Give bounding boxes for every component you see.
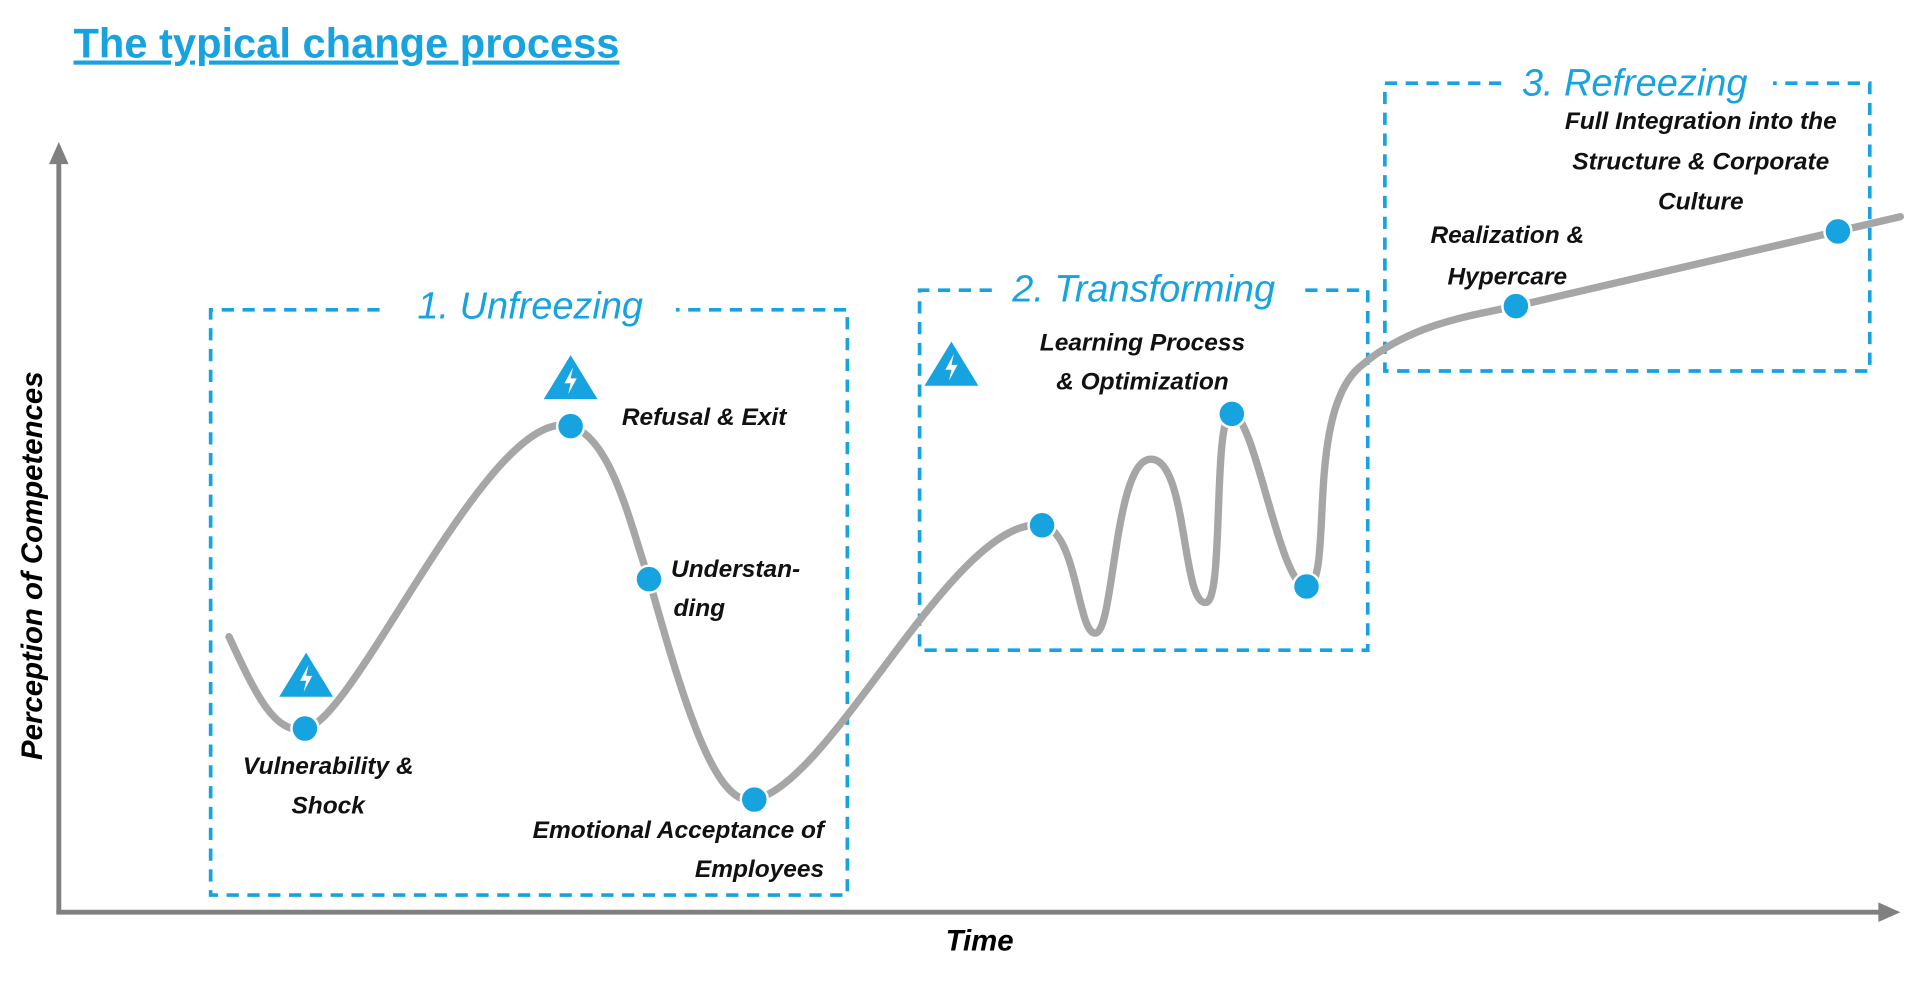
stage-label: Hypercare: [1447, 263, 1567, 290]
stage-label: Learning Process: [1040, 330, 1245, 357]
y-axis-arrow: [49, 142, 69, 165]
stage-dot: [290, 713, 320, 744]
x-axis-label: Time: [946, 925, 1014, 958]
phase-box: [917, 288, 1370, 653]
stage-dot: [1823, 216, 1853, 247]
phase-label: 1. Unfreezing: [417, 286, 643, 328]
stage-label: Understan-: [671, 556, 800, 583]
warning-icon: [924, 341, 979, 386]
stage-dot: [1501, 291, 1531, 321]
stage-dot: [555, 411, 586, 441]
warning-icons: [279, 341, 979, 697]
stage-label: ding: [673, 595, 725, 622]
stage-label: Realization &: [1431, 222, 1585, 249]
stage-dot: [634, 564, 664, 594]
stage-label: Structure & Corporate: [1572, 148, 1829, 175]
stage-label: Employees: [695, 856, 824, 883]
stage-label: & Optimization: [1056, 369, 1229, 396]
warning-icon: [279, 652, 334, 697]
stage-dot: [1291, 571, 1322, 602]
y-axis-label: Perception of Competences: [16, 371, 49, 760]
phase-box: [1383, 81, 1872, 373]
stage-label: Refusal & Exit: [622, 404, 787, 431]
phase-label: 3. Refreezing: [1522, 63, 1748, 105]
stage-dots: [290, 216, 1853, 815]
phase-label: 2. Transforming: [1011, 268, 1275, 310]
phase-box: [208, 307, 850, 897]
stage-label: Emotional Acceptance of: [533, 817, 827, 844]
title: The typical change process: [74, 20, 620, 67]
x-axis-arrow: [1878, 902, 1901, 923]
warning-icon: [543, 355, 598, 400]
stage-label: Vulnerability &: [243, 753, 414, 780]
stage-label: Culture: [1658, 189, 1744, 216]
stage-dot: [1217, 399, 1247, 429]
stage-label: Full Integration into the: [1565, 108, 1837, 135]
stage-label: Shock: [291, 792, 366, 819]
stage-dot: [739, 784, 769, 815]
stage-dot: [1027, 510, 1057, 540]
